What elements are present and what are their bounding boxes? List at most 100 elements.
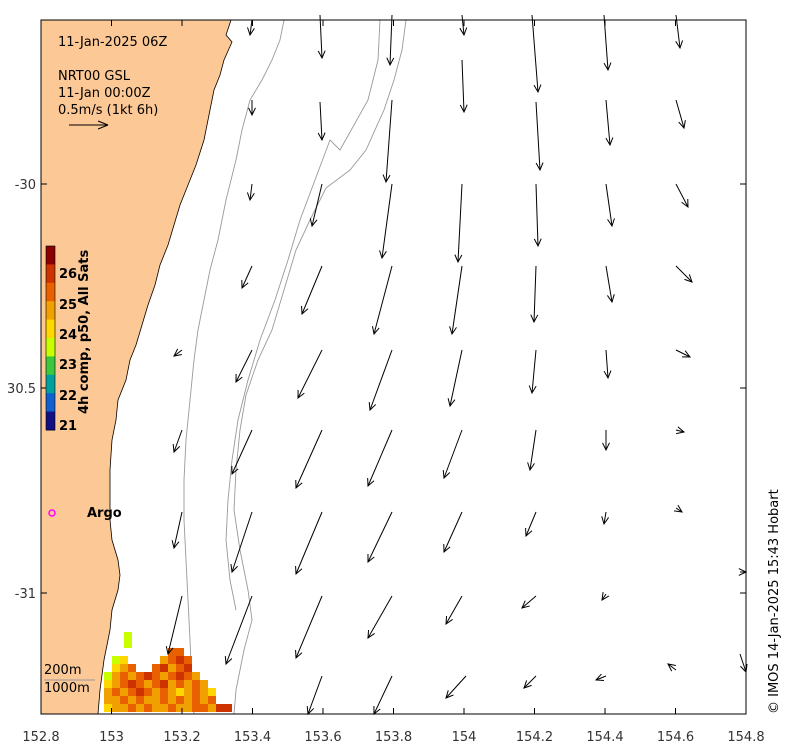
current-arrow — [367, 429, 393, 488]
current-arrow — [605, 183, 615, 228]
sst-pixel — [176, 688, 184, 696]
x-tick-label: 152.8 — [22, 730, 59, 745]
sst-pixel — [160, 664, 168, 672]
sst-pixel — [168, 696, 176, 704]
sst-pixel — [184, 688, 192, 696]
sst-pixel — [120, 664, 128, 672]
current-arrow — [231, 429, 253, 476]
current-arrow — [675, 183, 689, 209]
x-tick-label: 154.2 — [516, 730, 553, 745]
sst-pixel — [136, 680, 144, 688]
sst-pixel-patch — [104, 632, 232, 712]
contour-1000-label: 1000m — [44, 681, 90, 696]
current-arrow — [386, 14, 395, 67]
current-vectors — [165, 14, 748, 716]
current-arrow — [523, 675, 537, 689]
sst-pixel — [128, 680, 136, 688]
sst-pixel — [104, 696, 112, 704]
sst-pixel — [128, 704, 136, 712]
sst-pixel — [168, 680, 176, 688]
current-arrow — [317, 14, 326, 60]
sst-pixel — [168, 664, 176, 672]
argo-float-marker[interactable] — [48, 509, 56, 517]
sst-pixel — [168, 656, 176, 664]
current-arrow — [309, 183, 323, 228]
current-arrow — [454, 183, 463, 264]
sst-pixel — [112, 656, 120, 664]
product-label: NRT00 GSL — [58, 69, 131, 84]
x-tick-label: 154 — [452, 730, 477, 745]
current-arrow — [301, 265, 323, 316]
sst-pixel — [176, 704, 184, 712]
x-tick-label: 153.4 — [234, 730, 271, 745]
sst-pixel — [168, 672, 176, 680]
sst-pixel — [152, 672, 160, 680]
current-arrow — [675, 349, 692, 358]
current-arrow — [602, 430, 610, 452]
sst-pixel — [144, 696, 152, 704]
x-axis: 152.8 153 153.2 153.4 153.6 153.8 154 154.2 154.… — [22, 20, 765, 745]
contour-1000m — [233, 19, 407, 715]
sst-pixel — [120, 672, 128, 680]
sst-pixel — [112, 680, 120, 688]
sst-pixel — [136, 696, 144, 704]
sst-pixel — [104, 704, 112, 712]
current-arrow — [525, 511, 537, 538]
sst-pixel — [176, 648, 184, 656]
sst-pixel — [192, 680, 200, 688]
current-arrow — [459, 59, 468, 114]
current-arrow — [442, 429, 463, 480]
sst-pixel — [160, 688, 168, 696]
current-arrow — [675, 99, 686, 130]
current-arrow — [295, 595, 323, 660]
current-arrow — [379, 183, 393, 260]
argo-label: Argo — [87, 506, 122, 521]
sst-pixel — [200, 704, 208, 712]
current-arrow — [165, 595, 183, 656]
sst-pixel — [120, 656, 128, 664]
sst-pixel — [168, 648, 176, 656]
sst-pixel — [200, 696, 208, 704]
sst-pixel — [160, 672, 168, 680]
sst-pixel — [136, 672, 144, 680]
colorbar-segment — [46, 374, 55, 394]
sst-pixel — [208, 688, 216, 696]
sst-pixel — [160, 696, 168, 704]
sst-pixel — [208, 696, 216, 704]
sst-pixel — [144, 704, 152, 712]
colorbar-tick-label: 24 — [59, 328, 77, 343]
x-tick-label: 153.2 — [163, 730, 200, 745]
current-arrow — [445, 595, 463, 625]
credit-text: © IMOS 14-Jan-2025 15:43 Hobart — [767, 489, 782, 714]
current-arrow — [367, 511, 393, 564]
current-arrow — [368, 349, 393, 412]
current-arrow — [535, 101, 544, 172]
sst-pixel — [136, 704, 144, 712]
sst-pixel — [112, 688, 120, 696]
current-arrow — [235, 349, 253, 384]
current-arrow — [371, 265, 393, 336]
colorbar-tick-label: 26 — [59, 267, 77, 282]
sst-pixel — [184, 696, 192, 704]
x-tick-label: 153.6 — [304, 730, 341, 745]
sst-pixel — [200, 688, 208, 696]
y-tick-label: 30.5 — [7, 382, 36, 397]
current-arrow — [295, 511, 323, 576]
scale-arrow — [69, 120, 109, 130]
contour-200m — [183, 19, 285, 715]
colorbar-tick-label: 22 — [59, 389, 77, 404]
sst-pixel — [152, 704, 160, 712]
sst-pixel — [120, 704, 128, 712]
x-tick-label: 154.4 — [586, 730, 623, 745]
current-arrow — [605, 99, 614, 147]
current-arrow — [246, 183, 255, 202]
sst-pixel — [152, 680, 160, 688]
sst-pixel — [144, 688, 152, 696]
sst-pixel — [160, 680, 168, 688]
sst-pixel — [184, 672, 192, 680]
sst-pixel — [112, 704, 120, 712]
current-arrow — [382, 99, 393, 184]
sst-pixel — [208, 704, 216, 712]
current-arrow — [527, 429, 537, 472]
